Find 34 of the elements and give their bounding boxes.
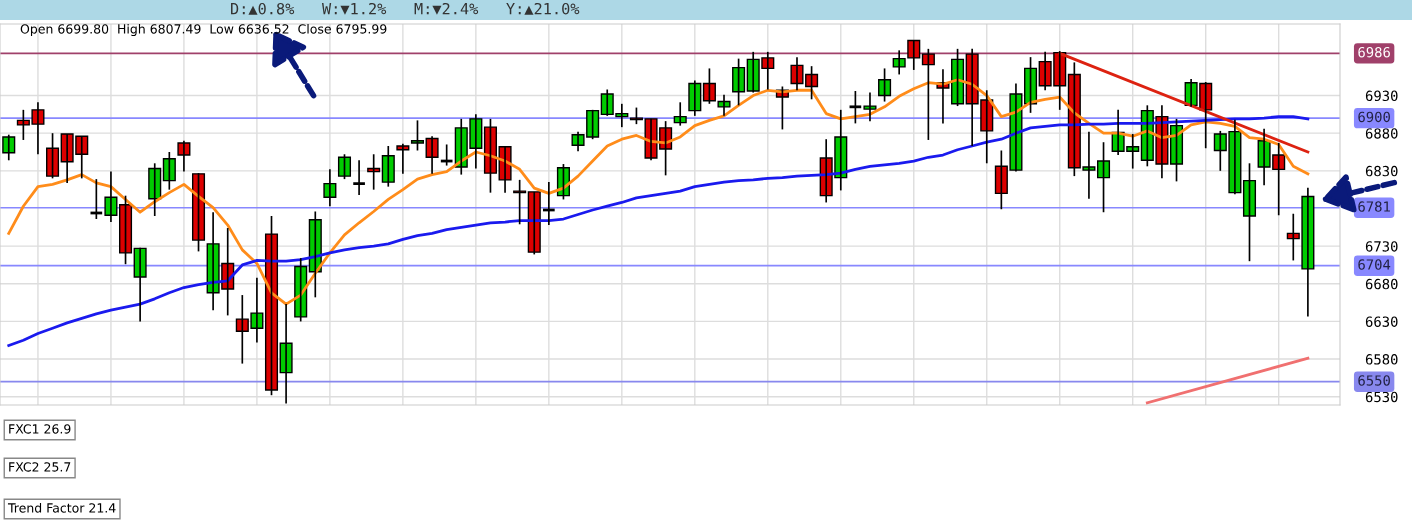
- y-tick-label: 6880: [1365, 128, 1398, 139]
- y-tick-label: 6830: [1365, 165, 1398, 177]
- y-tick-label: 6930: [1365, 90, 1398, 102]
- candlestick: [732, 57, 746, 107]
- y-tick-label: 6630: [1365, 316, 1398, 327]
- ref-line-label: 6550: [1358, 375, 1390, 386]
- text: Trend Factor 21.4: [7, 502, 116, 513]
- ref-line-label: 6900: [1358, 111, 1390, 123]
- candlestick: [351, 159, 367, 196]
- candlestick: [337, 153, 352, 180]
- line-series: [7, 115, 1310, 347]
- y-tick-label: 6730: [1365, 241, 1398, 252]
- candlestick: [921, 48, 935, 141]
- annotation: Open 6699.80 High 6807.49 Low 6636.52 Close 6795.99: [20, 23, 387, 37]
- candlestick: [848, 90, 863, 125]
- candlestick: [46, 132, 60, 180]
- line-series: [7, 78, 1310, 306]
- candlestick: [1242, 162, 1257, 263]
- candlestick: [717, 93, 731, 117]
- y-tick-label: 6580: [1365, 354, 1398, 365]
- text: FXC1 26.9: [9, 424, 71, 434]
- candlestick: [878, 67, 892, 103]
- candlestick: [410, 119, 425, 152]
- ref-line-label: 6986: [1358, 46, 1390, 58]
- text: D:▲0.8% W:▼1.2% M:▼2.4% Y:▲21.0%: [231, 2, 580, 15]
- y-tick-label: 6530: [1365, 391, 1398, 403]
- candlestick: [118, 194, 133, 266]
- ref-line-label: 6704: [1358, 259, 1391, 270]
- y-tick-label: 6680: [1365, 278, 1398, 290]
- text: FXC2 25.7: [9, 462, 71, 472]
- ref-line-label: 6781: [1358, 201, 1390, 212]
- candlestick: [1096, 141, 1111, 214]
- candlestick: [863, 91, 877, 122]
- candlestick: [513, 179, 527, 226]
